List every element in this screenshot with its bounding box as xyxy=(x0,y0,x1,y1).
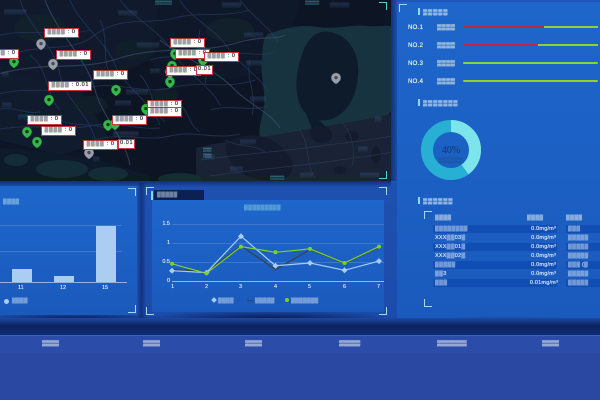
svg-text:▒▒▒▒▒▒▒▒: ▒▒▒▒▒▒▒▒ xyxy=(113,131,139,137)
svg-text:▒▒▒▒▒: ▒▒▒▒▒ xyxy=(250,96,267,102)
svg-text:▒▒: ▒▒ xyxy=(93,156,100,162)
svg-text:▒▒▒▒▒▒: ▒▒▒▒▒▒ xyxy=(118,10,138,16)
svg-text:▒▒▒▒▒▒: ▒▒▒▒▒▒ xyxy=(438,157,464,164)
svg-text:▒▒▒: ▒▒▒ xyxy=(203,153,212,158)
svg-text:▒▒▒: ▒▒▒ xyxy=(358,146,368,152)
svg-text:▒▒▒▒▒▒: ▒▒▒▒▒▒ xyxy=(222,2,242,8)
svg-text:▒▒: ▒▒ xyxy=(2,71,9,77)
svg-text:▒▒▒▒▒▒: ▒▒▒▒▒▒ xyxy=(155,0,172,5)
svg-text:▒▒▒▒▒▒: ▒▒▒▒▒▒ xyxy=(244,32,264,38)
svg-text:▒▒▒: ▒▒▒ xyxy=(205,154,215,160)
svg-text:▒▒▒: ▒▒▒ xyxy=(2,102,12,108)
svg-text:▒▒▒▒▒: ▒▒▒▒▒ xyxy=(305,0,319,5)
svg-text:▒▒▒▒▒▒▒: ▒▒▒▒▒▒▒ xyxy=(137,42,160,48)
svg-text:▒▒▒▒▒: ▒▒▒▒▒ xyxy=(115,100,132,106)
svg-text:▒▒▒▒▒▒▒: ▒▒▒▒▒▒▒ xyxy=(4,9,27,15)
svg-text:▒▒▒: ▒▒▒ xyxy=(150,68,160,74)
svg-text:▒▒▒▒▒: ▒▒▒▒▒ xyxy=(270,175,284,180)
svg-text:▒▒▒▒▒: ▒▒▒▒▒ xyxy=(18,114,35,120)
svg-text:▒▒▒▒▒▒: ▒▒▒▒▒▒ xyxy=(360,172,380,178)
svg-text:▒▒▒▒▒: ▒▒▒▒▒ xyxy=(240,139,257,145)
svg-text:▒▒▒: ▒▒▒ xyxy=(203,147,212,152)
svg-text:▒▒▒▒: ▒▒▒▒ xyxy=(300,172,314,178)
svg-text:40%: 40% xyxy=(442,145,460,156)
svg-text:▒▒▒▒▒▒▒: ▒▒▒▒▒▒▒ xyxy=(126,89,149,95)
svg-text:▒▒: ▒▒ xyxy=(375,116,382,122)
svg-text:▒▒▒▒: ▒▒▒▒ xyxy=(230,166,244,172)
svg-text:▒▒▒▒▒: ▒▒▒▒▒ xyxy=(246,60,263,66)
svg-text:▒▒▒▒▒▒: ▒▒▒▒▒▒ xyxy=(330,2,350,8)
